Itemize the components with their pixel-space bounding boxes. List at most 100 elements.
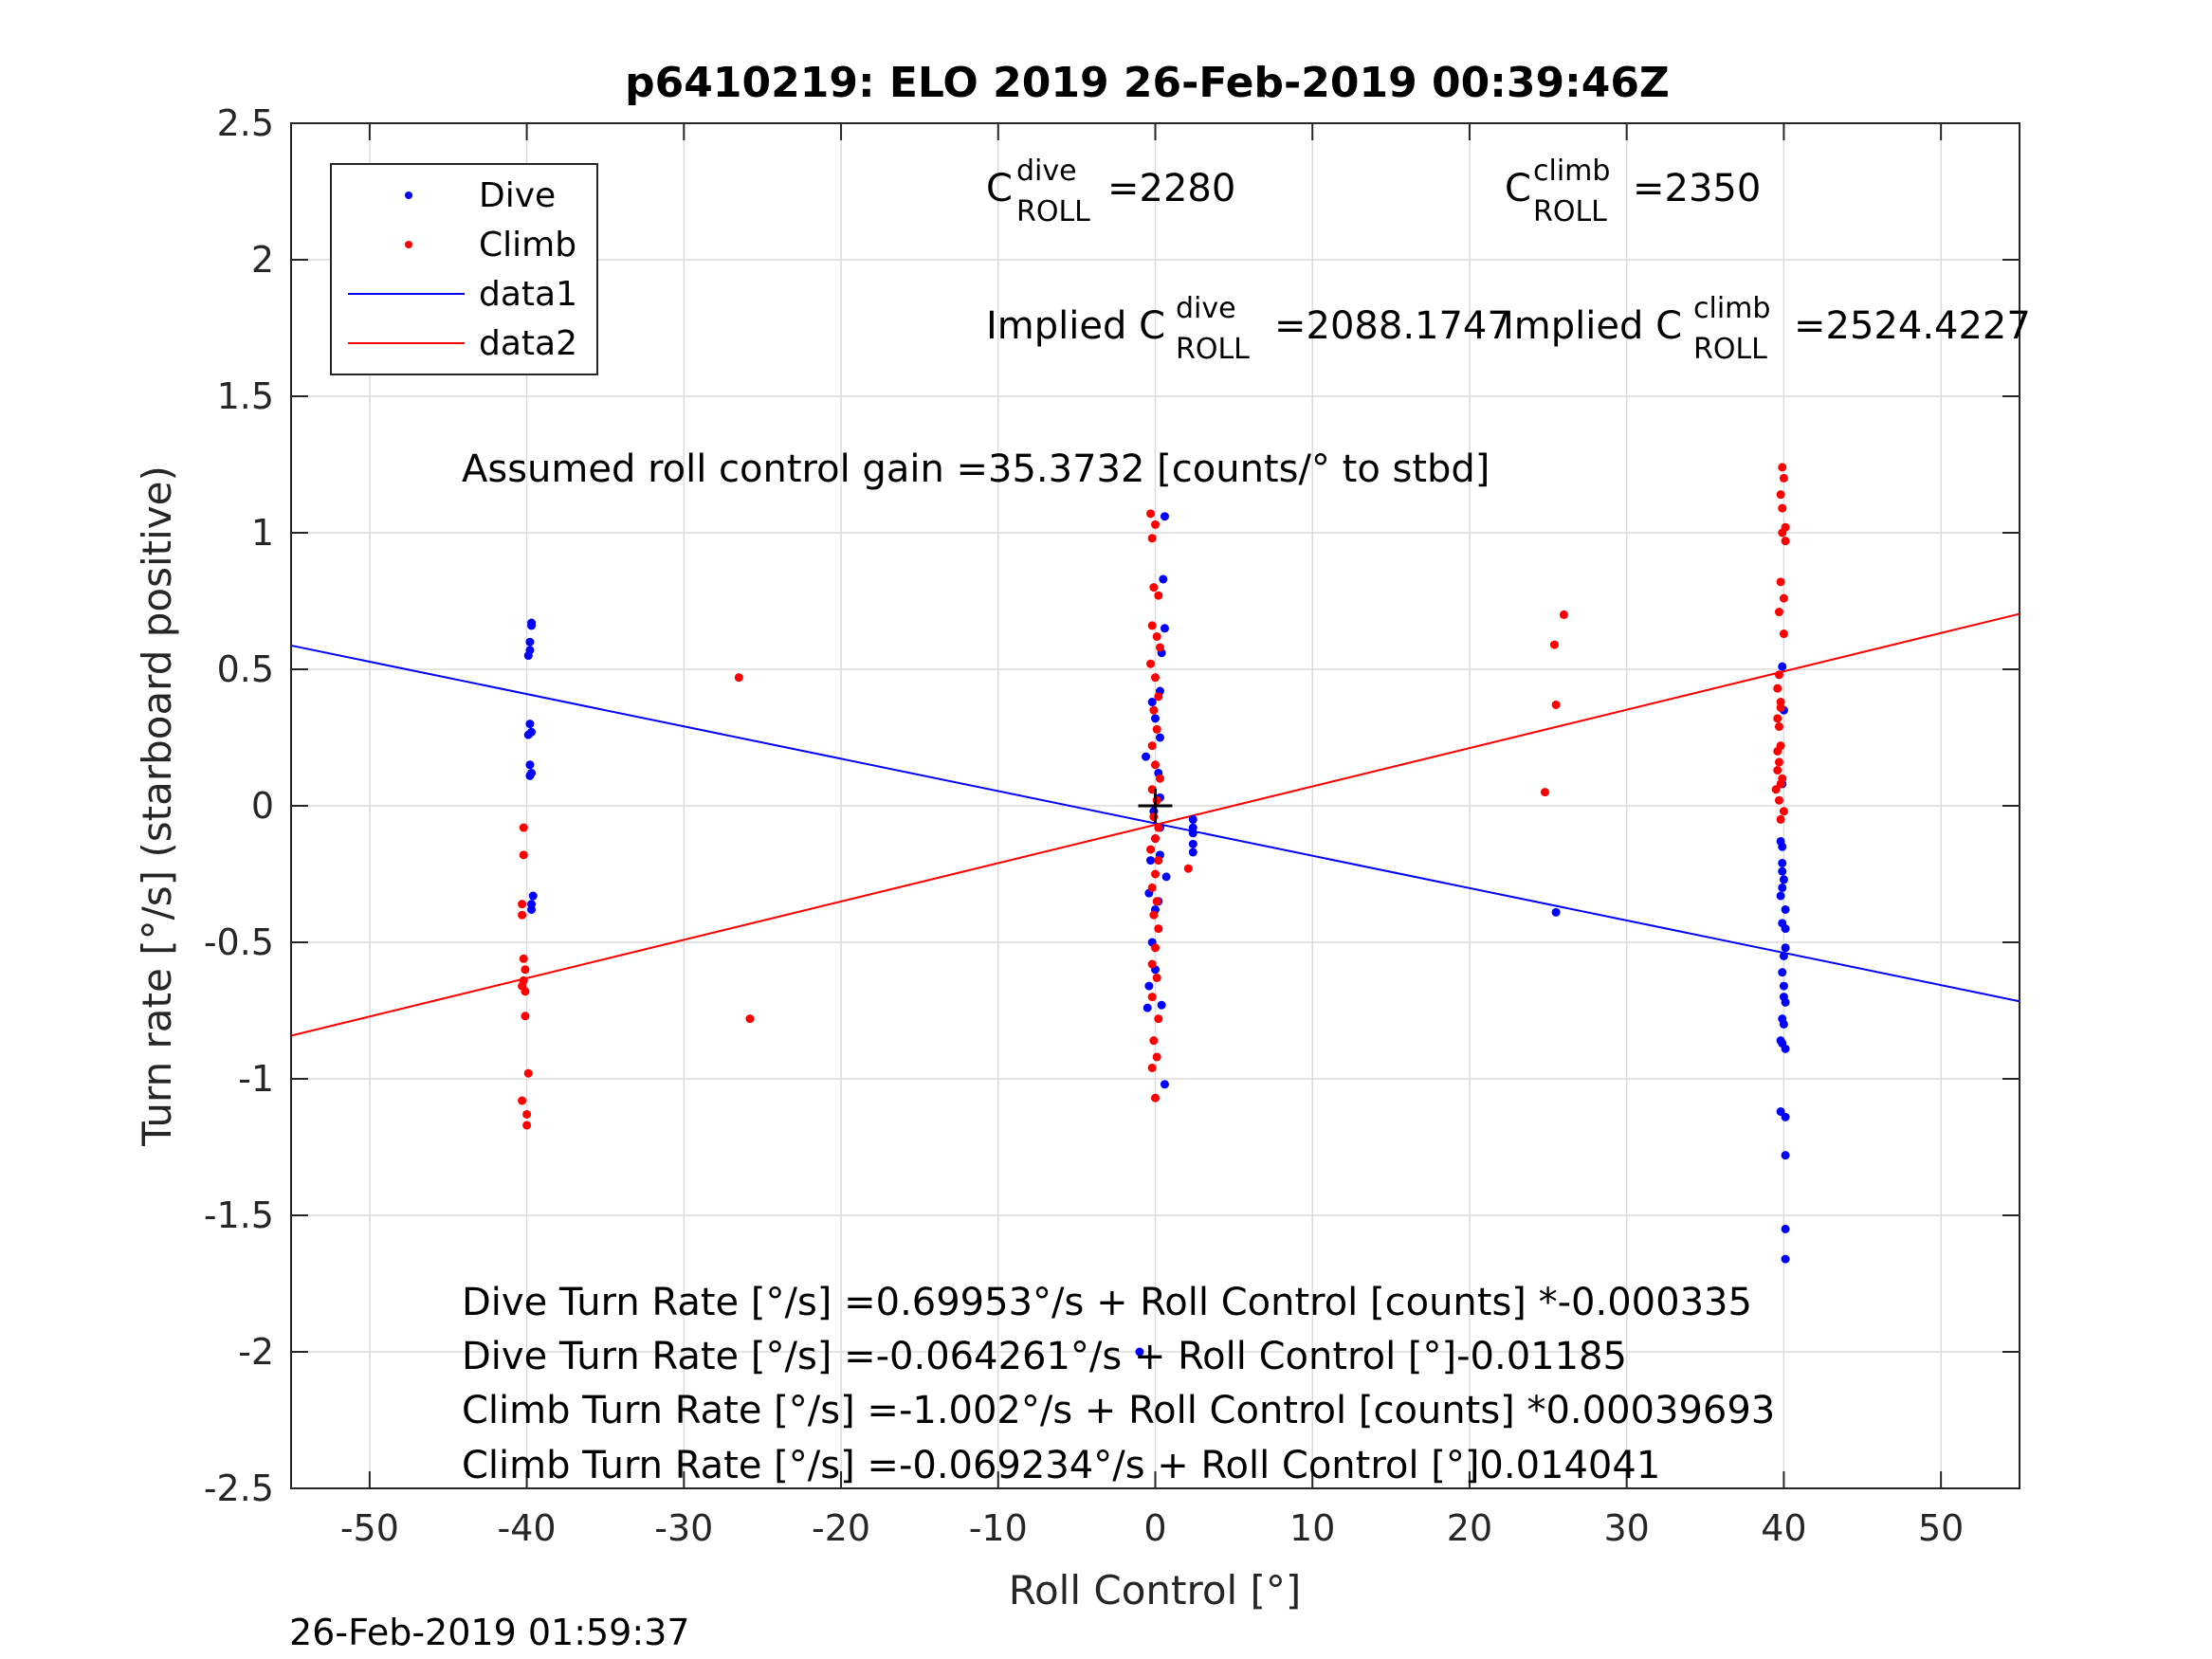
y-tick-label: -1.5 [204,1194,274,1236]
point-dive [1551,907,1561,917]
point-climb [1154,823,1163,832]
point-dive [1779,875,1788,884]
point-climb [523,1068,533,1078]
point-dive [1779,951,1788,960]
point-climb [1154,591,1163,600]
point-climb [1146,659,1156,668]
point-climb [1778,463,1787,472]
svg-text:=2350: =2350 [1633,167,1761,210]
y-tick-label: -2.5 [204,1468,274,1509]
point-dive [1160,624,1169,633]
point-climb [1155,774,1164,783]
point-climb [1147,883,1157,892]
point-climb [1154,692,1163,702]
point-climb [1152,973,1161,982]
point-dive [1188,839,1197,848]
x-tick-label: 10 [1289,1507,1335,1549]
svg-text:ROLL: ROLL [1533,195,1607,228]
point-dive [1160,1080,1169,1089]
point-climb [1152,631,1161,641]
point-dive [1776,891,1785,901]
point-climb [1774,608,1783,617]
y-axis-label: Turn rate [°/s] (starboard positive) [134,465,180,1147]
x-tick-labels: -50 -40 -30 -20 -10 0 10 20 30 40 50 [340,1507,1964,1549]
point-climb [1151,520,1160,529]
point-climb [1151,869,1160,879]
point-climb [1151,1093,1160,1103]
svg-text:Implied C: Implied C [986,304,1165,348]
point-dive [523,651,533,661]
point-climb [521,965,530,975]
point-climb [1146,509,1156,519]
point-dive [1781,1151,1790,1160]
point-dive [1781,997,1790,1007]
point-dive [1142,752,1151,761]
legend-dive-label: Dive [479,176,556,215]
point-climb [1779,629,1788,639]
point-climb [1147,993,1157,1002]
point-climb [521,1012,530,1021]
point-climb [1774,670,1783,680]
point-climb [1154,1014,1163,1024]
point-dive [1781,1112,1790,1121]
point-climb [1778,503,1787,513]
fit-line-data1 [290,644,2020,1003]
point-climb [1774,757,1783,767]
point-dive [1778,866,1787,876]
svg-text:climb: climb [1693,292,1770,325]
legend: Dive Climb data1 data2 [330,163,598,375]
x-tick-label: 40 [1761,1507,1806,1549]
y-tick-label: -1 [238,1058,274,1100]
point-dive [528,891,538,901]
point-dive [1161,872,1171,882]
point-climb [1151,943,1160,953]
x-tick-label: -20 [812,1507,870,1549]
svg-text:C: C [1505,167,1531,210]
point-climb [1152,897,1161,906]
point-dive [1778,858,1787,867]
x-tick-label: 20 [1447,1507,1492,1549]
point-climb [522,1121,532,1130]
chart-title: p6410219: ELO 2019 26-Feb-2019 00:39:46Z [625,59,1670,107]
point-climb [1155,643,1164,652]
point-dive [1147,698,1157,707]
fit-line-text: Climb Turn Rate [°/s] =-0.069234°/s + Ro… [462,1444,1660,1487]
point-climb [1154,856,1163,866]
point-dive [1779,981,1788,991]
point-climb [518,910,527,920]
point-climb [519,823,528,832]
point-dive [1135,1347,1144,1357]
legend-box [330,163,598,375]
svg-text:ROLL: ROLL [1016,195,1090,228]
point-dive [525,771,535,780]
point-dive [525,637,535,647]
point-dive [1781,1254,1790,1264]
y-tick-label: 2 [251,239,274,281]
y-tick-label: 2.5 [217,102,274,144]
point-climb [1147,621,1157,630]
point-climb [1151,834,1160,844]
point-dive [1779,1019,1788,1029]
x-tick-label: -40 [498,1507,557,1549]
point-climb [1781,537,1790,546]
point-climb [745,1014,755,1024]
point-climb [1152,1052,1161,1062]
point-climb [519,954,528,963]
y-tick-labels: 2.5 2 1.5 1 0.5 0 -0.5 -1 -1.5 -2 -2.5 [204,102,274,1509]
point-climb [1559,610,1568,619]
svg-text:=2524.4227: =2524.4227 [1794,304,2031,348]
point-dive [1146,856,1156,866]
point-dive [1778,662,1787,671]
point-climb [1779,473,1788,483]
x-tick-label: 30 [1604,1507,1650,1549]
point-climb [1146,845,1156,854]
point-dive [1781,943,1790,953]
svg-text:climb: climb [1533,155,1610,188]
origin-marker [1138,789,1173,823]
point-climb [1779,807,1788,816]
point-dive [527,621,537,630]
x-tick-label: -10 [969,1507,1028,1549]
point-climb [1147,1063,1157,1072]
point-climb [519,850,528,860]
